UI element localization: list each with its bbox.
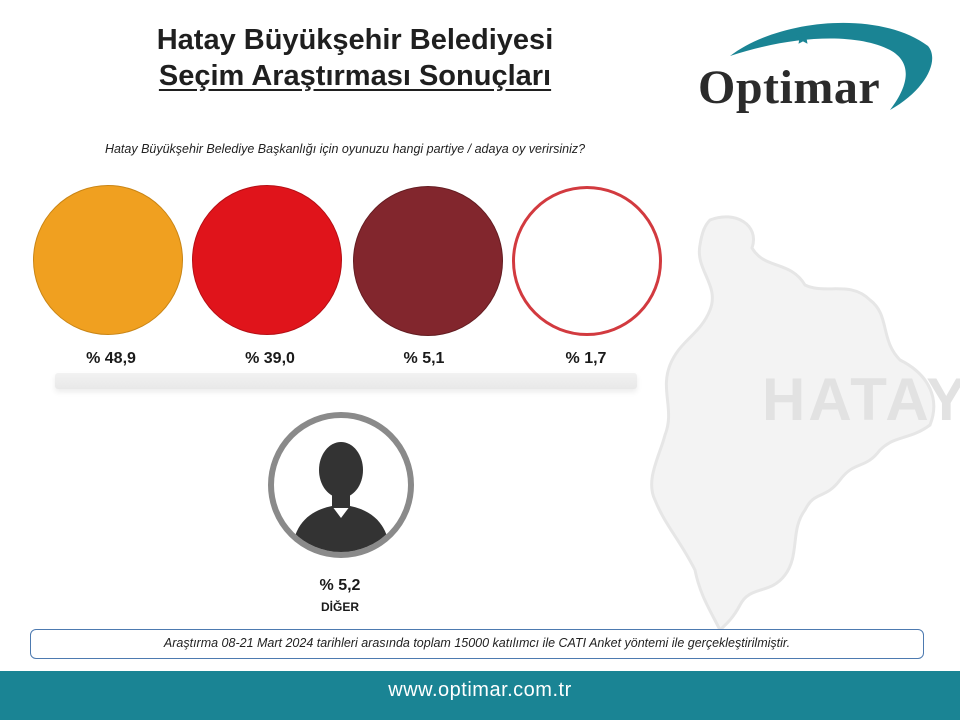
party-2-value: % 39,0	[245, 350, 295, 367]
star-icon	[795, 30, 811, 44]
title-block: Hatay Büyükşehir Belediyesi Seçim Araştı…	[60, 22, 650, 94]
other-label: DİĞER	[320, 600, 359, 614]
party-3-value: % 5,1	[403, 350, 445, 367]
party-3-circle	[353, 186, 503, 336]
hatay-map-icon	[650, 215, 936, 630]
page-title: Hatay Büyükşehir Belediyesi	[156, 24, 554, 56]
party-1-circle	[33, 185, 183, 335]
page-subtitle: Seçim Araştırması Sonuçları	[158, 60, 552, 92]
party-4-value: % 1,7	[565, 350, 607, 367]
results-shelf	[55, 373, 637, 389]
other-avatar	[268, 412, 414, 558]
party-1-value: % 48,9	[86, 350, 136, 367]
logo-swoosh-icon	[730, 22, 933, 110]
footer-band: www.optimar.com.tr	[0, 671, 960, 720]
methodology-note: Araştırma 08-21 Mart 2024 tarihleri aras…	[30, 629, 924, 659]
website-link[interactable]: www.optimar.com.tr	[388, 679, 572, 701]
party-2-circle	[192, 185, 342, 335]
optimar-logo: Optimar	[690, 18, 940, 118]
map-label: HATAY	[762, 366, 960, 433]
survey-question: Hatay Büyükşehir Belediye Başkanlığı içi…	[104, 142, 586, 156]
party-4-circle	[512, 186, 662, 336]
other-value: % 5,2	[319, 577, 361, 594]
person-silhouette-icon	[292, 442, 390, 552]
logo-text: Optimar	[698, 61, 881, 114]
